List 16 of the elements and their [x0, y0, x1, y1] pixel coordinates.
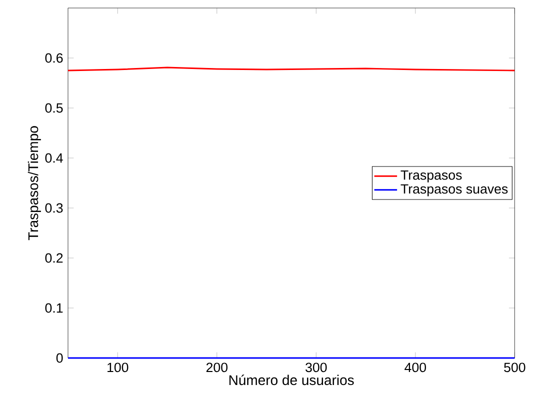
y-axis-title: Traspasos/Tiempo	[28, 126, 41, 240]
legend-label: Traspasos	[400, 170, 462, 182]
x-tick-label: 100	[108, 362, 128, 372]
y-tick-label: 0.4	[45, 153, 63, 163]
y-tick-label: 0	[56, 353, 63, 363]
x-tick-label: 200	[206, 362, 228, 372]
y-tick-label: 0.1	[45, 303, 63, 313]
x-tick-label: 400	[404, 362, 426, 372]
y-tick-label: 0.3	[45, 203, 63, 213]
x-tick-label: 500	[504, 362, 526, 372]
y-tick-label: 0.2	[45, 253, 63, 263]
x-axis-title: Número de usuarios	[229, 374, 354, 386]
y-tick-label: 0.5	[45, 103, 63, 113]
x-tick-label: 300	[306, 362, 327, 372]
y-tick-label: 0.6	[45, 53, 63, 63]
legend-label: Traspasos suaves	[400, 184, 508, 196]
